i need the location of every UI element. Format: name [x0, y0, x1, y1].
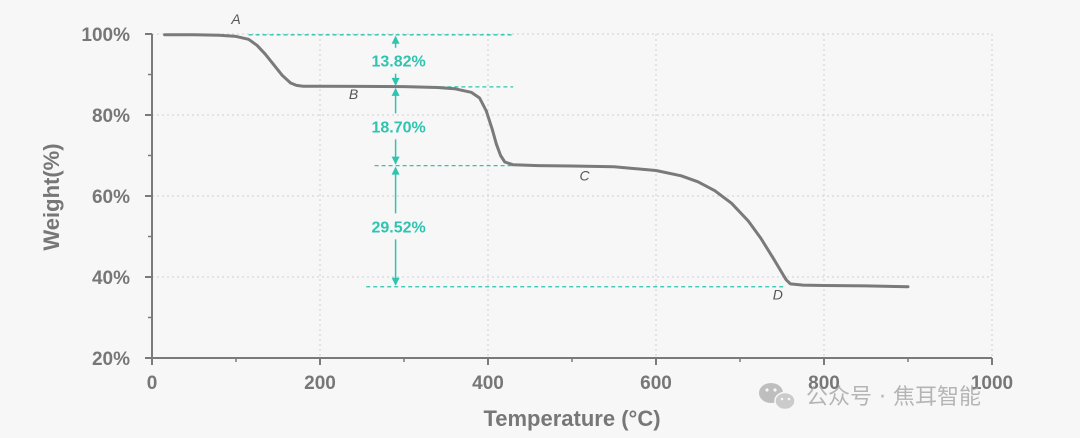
x-tick-label: 200	[304, 373, 336, 394]
weight-curve	[163, 33, 910, 289]
watermark: 公众号 · 焦耳智能	[759, 383, 981, 411]
arrow-head-up	[391, 87, 400, 96]
watermark-text: 公众号 · 焦耳智能	[806, 385, 981, 410]
point-label: A	[230, 11, 240, 27]
y-tick-label: 40%	[92, 268, 130, 289]
point-label: C	[580, 168, 591, 184]
arrow-head-down	[391, 156, 400, 165]
x-tick-label: 1000	[971, 373, 1013, 394]
point-label: B	[349, 86, 358, 102]
x-tick-label: 600	[640, 373, 672, 394]
annotations: 13.82% 18.70% 29.52%	[371, 35, 426, 286]
y-tick-label: 80%	[92, 106, 130, 127]
x-tick-label: 400	[472, 373, 504, 394]
y-axis-title: Weight(%)	[39, 143, 64, 250]
data-series	[163, 33, 910, 289]
grid-lines	[152, 33, 993, 358]
y-tick-label: 60%	[92, 187, 130, 208]
x-axis-title: Temperature (°C)	[483, 406, 660, 431]
wechat-icon	[759, 383, 796, 411]
annotation-label: 13.82%	[371, 54, 425, 71]
annotation-label: 18.70%	[371, 119, 425, 136]
arrow-head-up	[391, 35, 400, 44]
x-tick-label: 800	[808, 373, 840, 394]
arrow-head-down	[391, 77, 400, 86]
reference-lines	[248, 34, 787, 288]
axes: 0 200 400 600 800 1000 20% 40% 60% 80% 100%	[81, 25, 1013, 394]
arrow-head-down	[391, 277, 400, 286]
point-labels: A B C D	[230, 11, 783, 302]
x-tick-label: 0	[147, 373, 158, 394]
y-tick-label: 20%	[92, 349, 130, 370]
annotation-label: 29.52%	[371, 219, 425, 236]
point-label: D	[773, 286, 783, 302]
arrow-head-up	[391, 166, 400, 175]
y-tick-label: 100%	[81, 25, 130, 46]
